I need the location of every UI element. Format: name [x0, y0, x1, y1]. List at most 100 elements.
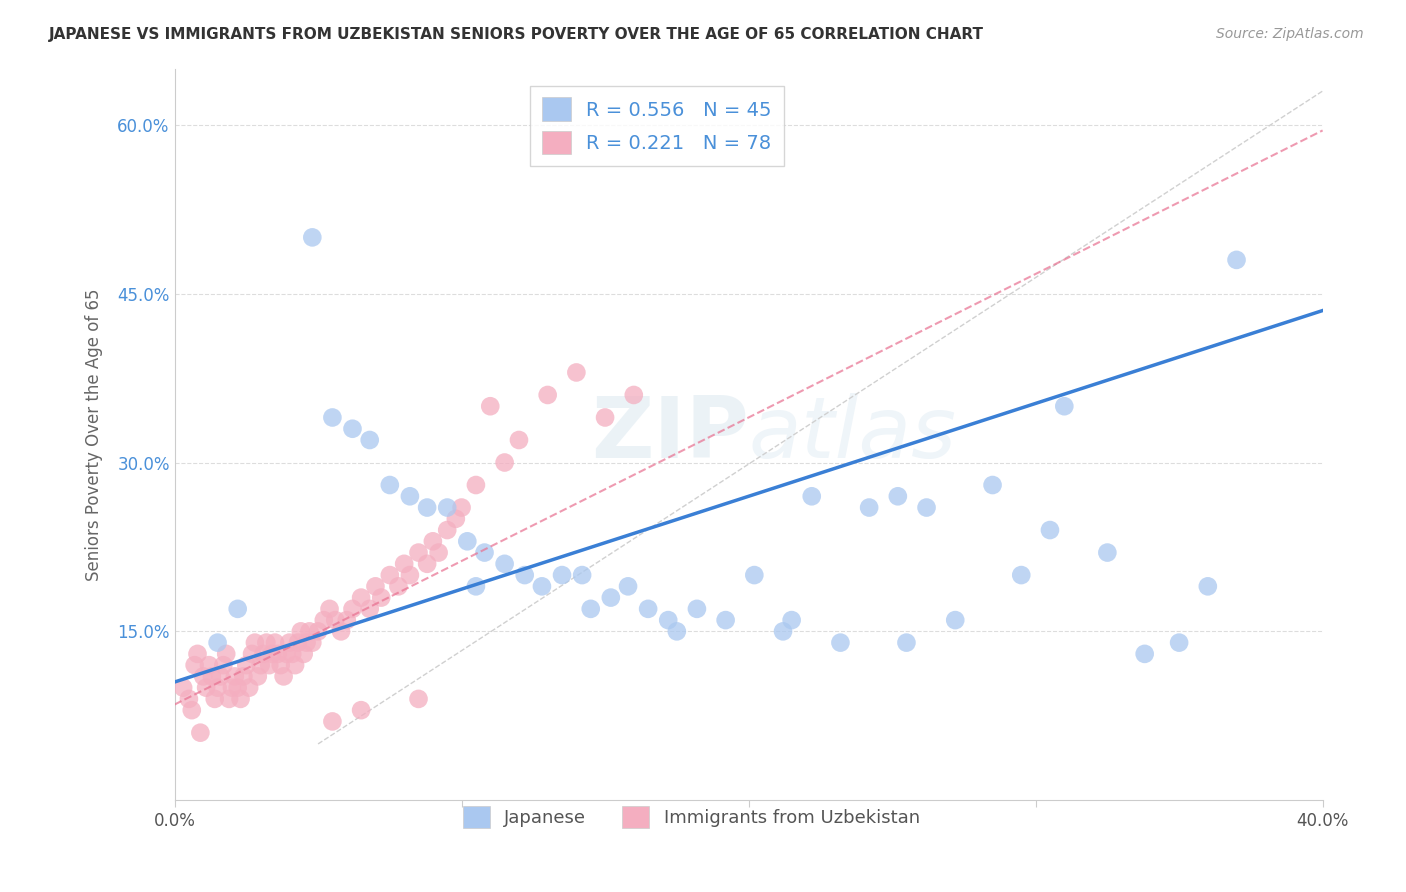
Point	[1197, 579, 1219, 593]
Point	[744, 568, 766, 582]
Point	[281, 647, 304, 661]
Point	[301, 635, 323, 649]
Point	[686, 602, 709, 616]
Point	[416, 557, 439, 571]
Point	[1097, 545, 1119, 559]
Point	[1053, 399, 1076, 413]
Point	[262, 647, 284, 661]
Point	[259, 658, 281, 673]
Point	[436, 500, 458, 515]
Point	[226, 602, 249, 616]
Point	[218, 692, 240, 706]
Point	[408, 692, 430, 706]
Point	[780, 613, 803, 627]
Point	[617, 579, 640, 593]
Point	[284, 658, 307, 673]
Point	[474, 545, 496, 559]
Point	[342, 602, 364, 616]
Point	[183, 658, 205, 673]
Text: atlas: atlas	[748, 392, 956, 475]
Point	[298, 624, 321, 639]
Point	[177, 692, 200, 706]
Point	[579, 602, 602, 616]
Point	[195, 681, 218, 695]
Point	[190, 725, 212, 739]
Point	[321, 410, 343, 425]
Point	[399, 568, 422, 582]
Point	[207, 681, 229, 695]
Point	[464, 579, 486, 593]
Point	[565, 366, 588, 380]
Point	[427, 545, 450, 559]
Point	[323, 613, 346, 627]
Point	[224, 669, 246, 683]
Point	[229, 692, 252, 706]
Point	[537, 388, 560, 402]
Point	[981, 478, 1004, 492]
Point	[292, 647, 315, 661]
Point	[270, 658, 292, 673]
Point	[336, 613, 359, 627]
Point	[198, 658, 221, 673]
Point	[593, 410, 616, 425]
Point	[657, 613, 679, 627]
Point	[378, 478, 401, 492]
Point	[665, 624, 688, 639]
Point	[186, 647, 208, 661]
Text: ZIP: ZIP	[591, 392, 748, 475]
Point	[943, 613, 966, 627]
Point	[212, 658, 235, 673]
Point	[714, 613, 737, 627]
Point	[422, 534, 444, 549]
Point	[479, 399, 502, 413]
Point	[350, 703, 373, 717]
Point	[318, 602, 340, 616]
Point	[416, 500, 439, 515]
Point	[530, 579, 553, 593]
Point	[456, 534, 478, 549]
Point	[226, 681, 249, 695]
Point	[800, 489, 823, 503]
Point	[444, 512, 467, 526]
Point	[264, 635, 287, 649]
Point	[1133, 647, 1156, 661]
Point	[307, 624, 329, 639]
Point	[830, 635, 852, 649]
Point	[858, 500, 880, 515]
Y-axis label: Seniors Poverty Over the Age of 65: Seniors Poverty Over the Age of 65	[86, 288, 103, 581]
Point	[350, 591, 373, 605]
Point	[238, 681, 260, 695]
Point	[209, 669, 232, 683]
Point	[232, 669, 254, 683]
Point	[290, 624, 312, 639]
Point	[915, 500, 938, 515]
Point	[378, 568, 401, 582]
Text: JAPANESE VS IMMIGRANTS FROM UZBEKISTAN SENIORS POVERTY OVER THE AGE OF 65 CORREL: JAPANESE VS IMMIGRANTS FROM UZBEKISTAN S…	[49, 27, 984, 42]
Point	[301, 230, 323, 244]
Point	[267, 647, 290, 661]
Point	[287, 635, 309, 649]
Point	[464, 478, 486, 492]
Point	[387, 579, 409, 593]
Point	[370, 591, 392, 605]
Point	[571, 568, 593, 582]
Point	[623, 388, 645, 402]
Point	[342, 422, 364, 436]
Point	[321, 714, 343, 729]
Point	[436, 523, 458, 537]
Point	[364, 579, 387, 593]
Point	[887, 489, 910, 503]
Point	[278, 635, 301, 649]
Point	[392, 557, 415, 571]
Point	[494, 557, 516, 571]
Point	[180, 703, 202, 717]
Point	[772, 624, 794, 639]
Text: Source: ZipAtlas.com: Source: ZipAtlas.com	[1216, 27, 1364, 41]
Point	[399, 489, 422, 503]
Point	[637, 602, 659, 616]
Point	[551, 568, 574, 582]
Point	[295, 635, 318, 649]
Point	[1168, 635, 1191, 649]
Point	[243, 635, 266, 649]
Point	[1039, 523, 1062, 537]
